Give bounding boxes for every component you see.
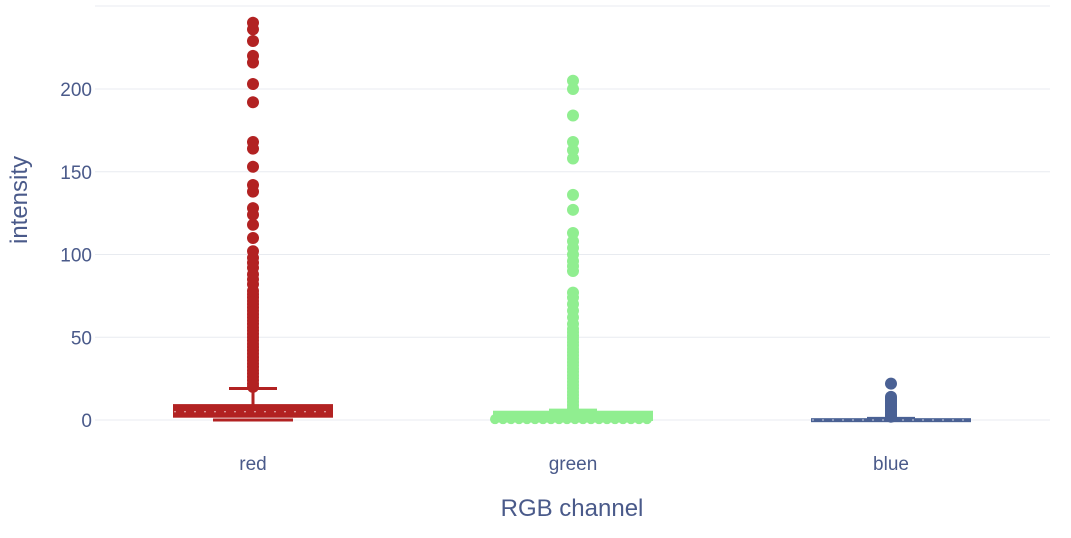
outlier-point xyxy=(567,203,579,216)
x-axis-title: RGB channel xyxy=(501,495,644,522)
outlier-point xyxy=(554,414,564,425)
outlier-point xyxy=(567,83,579,95)
outlier-point xyxy=(594,414,604,425)
outlier-point xyxy=(567,188,579,201)
outlier-point xyxy=(642,414,652,425)
x-tick-label: blue xyxy=(873,454,909,475)
outlier-point xyxy=(538,414,548,425)
outlier-point xyxy=(626,414,636,425)
y-tick-label: 200 xyxy=(60,80,92,101)
outlier-point xyxy=(490,414,500,425)
outlier-point xyxy=(567,135,579,148)
outlier-point xyxy=(247,96,259,109)
outlier-point xyxy=(562,414,572,425)
outlier-point xyxy=(567,226,579,239)
x-tick-labels: red green blue xyxy=(239,454,909,475)
outlier-point xyxy=(247,202,259,215)
y-tick-labels: 0 50 100 150 200 xyxy=(60,80,92,432)
outlier-point xyxy=(247,160,259,173)
outlier-point xyxy=(247,135,259,148)
outlier-point xyxy=(247,245,259,258)
outlier-point xyxy=(247,218,259,231)
outlier-point xyxy=(247,78,259,91)
y-tick-label: 0 xyxy=(81,411,92,432)
outlier-point xyxy=(610,414,620,425)
outlier-point xyxy=(530,414,540,425)
outlier-point xyxy=(567,235,579,248)
y-tick-label: 100 xyxy=(60,246,92,267)
x-tick-label: green xyxy=(549,454,598,475)
outlier-point xyxy=(247,178,259,191)
x-tick-label: red xyxy=(239,454,266,475)
outlier-point xyxy=(546,414,556,425)
outlier-point xyxy=(567,286,579,299)
outlier-point xyxy=(247,16,259,29)
y-tick-label: 150 xyxy=(60,163,92,184)
box-red xyxy=(173,387,333,422)
box-iqr xyxy=(173,404,333,418)
outlier-point xyxy=(498,414,508,425)
outlier-point xyxy=(514,414,524,425)
outlier-point xyxy=(567,144,579,157)
outlier-point xyxy=(634,414,644,425)
outlier-point xyxy=(567,74,579,87)
y-axis-title: intensity xyxy=(6,156,33,244)
outlier-point xyxy=(506,414,516,425)
outlier-points-group xyxy=(247,16,897,425)
outlier-point xyxy=(247,231,259,244)
outlier-point xyxy=(522,414,532,425)
outlier-point xyxy=(885,377,897,390)
outlier-point xyxy=(567,152,579,165)
outlier-point xyxy=(578,414,588,425)
outlier-point xyxy=(885,390,897,403)
y-tick-label: 50 xyxy=(71,328,92,349)
outlier-point xyxy=(247,49,259,62)
outlier-point xyxy=(247,35,259,48)
outlier-point xyxy=(618,414,628,425)
outlier-point xyxy=(602,414,612,425)
outlier-point xyxy=(570,414,580,425)
outlier-point xyxy=(586,414,596,425)
outlier-point xyxy=(567,109,579,122)
